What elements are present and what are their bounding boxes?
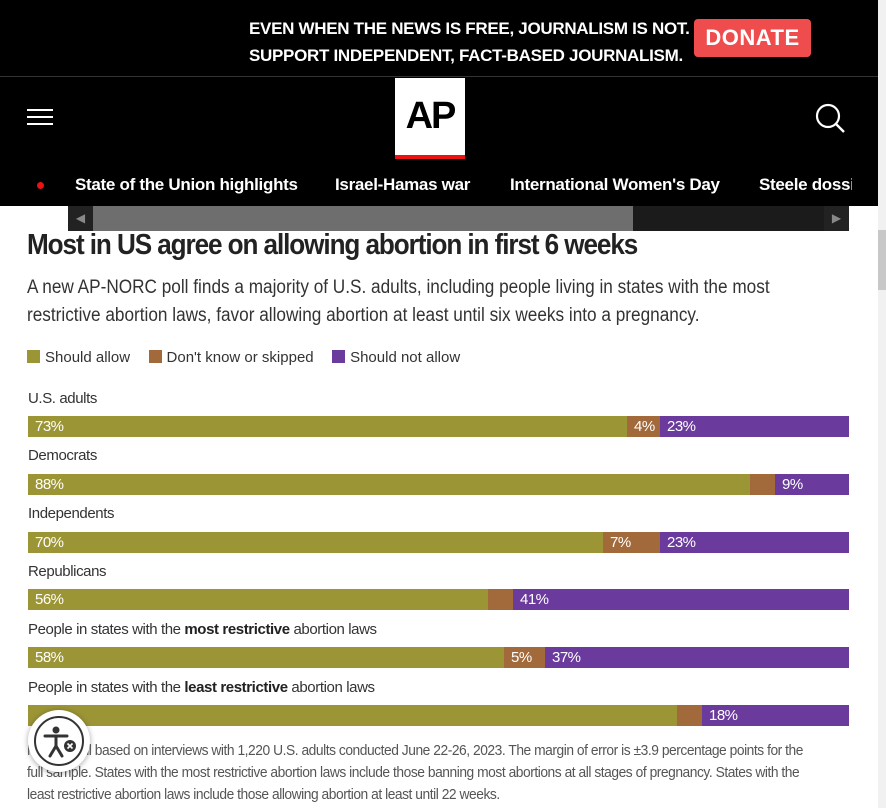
data-label: 23% xyxy=(667,418,696,435)
bar-should-not-allow xyxy=(513,589,849,610)
nav-item-international-womens-day[interactable]: International Women's Day xyxy=(510,175,720,194)
site-header: AP State of the Union highlights Israel-… xyxy=(0,76,878,206)
data-label: 41% xyxy=(520,591,549,608)
graphic-title: Most in US agree on allowing abortion in… xyxy=(27,229,638,261)
data-label: 9% xyxy=(782,476,803,493)
legend-swatch xyxy=(148,350,162,363)
legend-label: Should not allow xyxy=(350,349,461,366)
legend-item-should-not-allow: Should not allow xyxy=(332,349,460,366)
legend-label: Don't know or skipped xyxy=(166,349,314,366)
donate-button[interactable]: DONATE xyxy=(694,19,811,57)
row-label-republicans: Republicans xyxy=(28,563,107,580)
row-label-us-adults: U.S. adults xyxy=(28,390,97,407)
data-label: 18% xyxy=(709,707,738,724)
data-label: 5% xyxy=(511,649,532,666)
bar-should-allow xyxy=(28,647,504,668)
bar-dont-know xyxy=(504,647,545,668)
scrollbar-thumb[interactable] xyxy=(93,206,633,231)
scroll-left-arrow-icon[interactable]: ◀ xyxy=(68,206,93,231)
bar-should-not-allow xyxy=(775,474,849,495)
row-label-suffix: abortion laws xyxy=(289,621,377,638)
legend-swatch xyxy=(27,350,40,363)
row-label-prefix: People in states with the xyxy=(28,621,185,638)
page-scrollbar[interactable] xyxy=(878,0,886,808)
row-label-most-restrictive: People in states with the most restricti… xyxy=(28,621,377,638)
logo-text: AP xyxy=(405,95,457,137)
data-label: 7% xyxy=(610,534,631,551)
trending-nav: State of the Union highlights Israel-Ham… xyxy=(0,171,878,201)
bar-should-allow xyxy=(28,589,488,610)
graphic-footnote: NOTE: Poll based on interviews with 1,22… xyxy=(27,742,803,803)
bar-row: 58% 5% 37% xyxy=(28,647,849,668)
legend-item-dont-know: Don't know or skipped xyxy=(148,349,314,366)
live-dot-icon xyxy=(37,182,44,189)
bar-should-not-allow xyxy=(660,416,849,437)
banner-line-1: EVEN WHEN THE NEWS IS FREE, JOURNALISM I… xyxy=(249,19,690,38)
graphic-subtitle: A new AP-NORC poll finds a majority of U… xyxy=(27,277,770,326)
bar-should-not-allow xyxy=(702,705,849,726)
nav-item-israel-hamas-war[interactable]: Israel-Hamas war xyxy=(335,175,471,194)
data-label: 73% xyxy=(35,418,64,435)
row-label-prefix: People in states with the xyxy=(28,679,185,696)
data-label: 58% xyxy=(35,649,64,666)
page-scrollbar-thumb[interactable] xyxy=(878,230,886,290)
bar-row: 73% 4% 23% xyxy=(28,416,849,437)
horizontal-scrollbar[interactable]: ◀ ▶ xyxy=(68,206,849,231)
bar-row: 18% xyxy=(28,705,849,726)
bar-dont-know xyxy=(750,474,775,495)
chart-legend: Should allow Don't know or skipped Shoul… xyxy=(27,349,474,369)
row-label-independents: Independents xyxy=(28,505,115,522)
bar-should-allow xyxy=(28,416,627,437)
nav-item-state-of-the-union[interactable]: State of the Union highlights xyxy=(75,175,298,194)
row-label-suffix: abortion laws xyxy=(287,679,375,696)
bar-row: 56% 41% xyxy=(28,589,849,610)
nav-item-steele-dossier[interactable]: Steele dossier xyxy=(759,175,852,194)
bar-row: 70% 7% 23% xyxy=(28,532,849,553)
banner-message: EVEN WHEN THE NEWS IS FREE, JOURNALISM I… xyxy=(249,15,690,69)
bar-should-allow xyxy=(28,532,603,553)
ap-logo[interactable]: AP xyxy=(395,78,465,159)
bar-dont-know xyxy=(627,416,660,437)
data-label: 37% xyxy=(552,649,581,666)
bar-should-not-allow xyxy=(660,532,849,553)
legend-label: Should allow xyxy=(45,349,131,366)
hamburger-menu-icon[interactable] xyxy=(27,105,53,127)
bar-dont-know xyxy=(677,705,702,726)
data-label: 70% xyxy=(35,534,64,551)
row-label-least-restrictive: People in states with the least restrict… xyxy=(28,679,375,696)
scroll-right-arrow-icon[interactable]: ▶ xyxy=(824,206,849,231)
bar-dont-know xyxy=(488,589,513,610)
row-label-emphasis: most restrictive xyxy=(184,621,290,638)
legend-item-should-allow: Should allow xyxy=(27,349,130,366)
data-label: 88% xyxy=(35,476,64,493)
row-label-emphasis: least restrictive xyxy=(184,679,288,696)
bar-should-not-allow xyxy=(545,647,849,668)
data-label: 4% xyxy=(634,418,655,435)
data-label: 23% xyxy=(667,534,696,551)
bar-should-allow xyxy=(28,474,750,495)
bar-should-allow xyxy=(28,705,677,726)
data-label: 56% xyxy=(35,591,64,608)
bar-dont-know xyxy=(603,532,660,553)
legend-swatch xyxy=(332,350,346,363)
accessibility-button[interactable] xyxy=(28,710,90,772)
accessibility-icon xyxy=(34,716,84,766)
row-label-democrats: Democrats xyxy=(28,447,97,464)
banner-line-2: SUPPORT INDEPENDENT, FACT-BASED JOURNALI… xyxy=(249,46,683,65)
search-icon[interactable] xyxy=(813,101,847,135)
donation-banner: EVEN WHEN THE NEWS IS FREE, JOURNALISM I… xyxy=(0,0,878,76)
bar-row: 88% 9% xyxy=(28,474,849,495)
